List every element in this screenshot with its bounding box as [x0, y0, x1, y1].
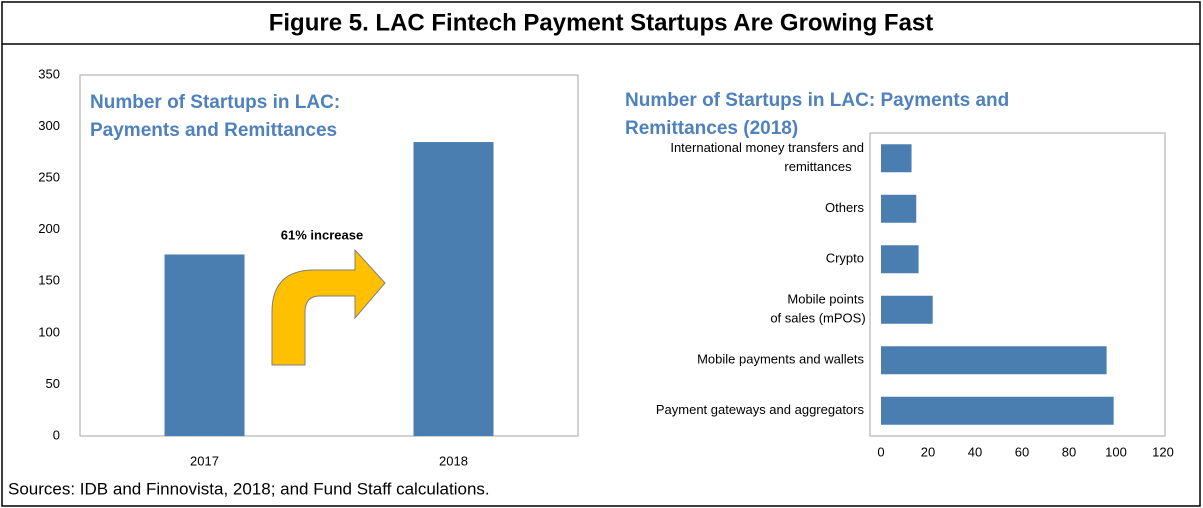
- bar: [881, 194, 917, 223]
- bar: [881, 144, 912, 173]
- plot-area: [869, 132, 1166, 437]
- y-tick-label: 150: [38, 273, 60, 288]
- y-tick-label: 0: [53, 427, 60, 442]
- y-tick-label: 200: [38, 221, 60, 236]
- source-note: Sources: IDB and Finnovista, 2018; and F…: [8, 479, 490, 498]
- x-tick-label: 2018: [439, 453, 468, 468]
- annotation: 61% increase: [281, 227, 363, 242]
- y-tick-label: Mobile points: [787, 292, 864, 307]
- x-tick-label: 100: [1105, 444, 1127, 459]
- x-tick-label: 40: [968, 444, 982, 459]
- bar: [881, 295, 933, 324]
- y-tick-label: 50: [46, 376, 60, 391]
- chart-title: Payments and Remittances: [90, 120, 337, 141]
- chart-title: Number of Startups in LAC:: [90, 92, 340, 113]
- y-tick-label: 350: [38, 66, 60, 81]
- x-tick-label: 2017: [190, 453, 219, 468]
- chart-title: Number of Startups in LAC: Payments and: [625, 90, 1009, 111]
- chart-title: Remittances (2018): [625, 118, 798, 139]
- x-tick-label: 0: [877, 444, 884, 459]
- y-tick-label: of sales (mPOS): [770, 311, 865, 326]
- figure-title: Figure 5. LAC Fintech Payment Startups A…: [269, 9, 934, 36]
- y-tick-label: International money transfers and: [670, 140, 864, 155]
- y-tick-label: remittances: [784, 159, 852, 174]
- y-tick-label: Payment gateways and aggregators: [656, 402, 865, 417]
- increase-arrow: [271, 248, 386, 366]
- bar: [881, 396, 1114, 425]
- bar: [881, 245, 919, 274]
- x-tick-label: 60: [1015, 444, 1029, 459]
- y-tick-label: 100: [38, 324, 60, 339]
- y-tick-label: Mobile payments and wallets: [697, 352, 864, 367]
- x-tick-label: 120: [1152, 444, 1174, 459]
- y-tick-label: Crypto: [826, 251, 864, 266]
- plot-area: [79, 74, 579, 437]
- y-tick-label: 250: [38, 170, 60, 185]
- x-tick-label: 20: [921, 444, 935, 459]
- y-tick-label: 300: [38, 118, 60, 133]
- bar: [164, 254, 245, 436]
- y-tick-label: Others: [825, 200, 865, 215]
- bar: [881, 346, 1107, 375]
- bar: [413, 142, 494, 437]
- x-tick-label: 80: [1062, 444, 1076, 459]
